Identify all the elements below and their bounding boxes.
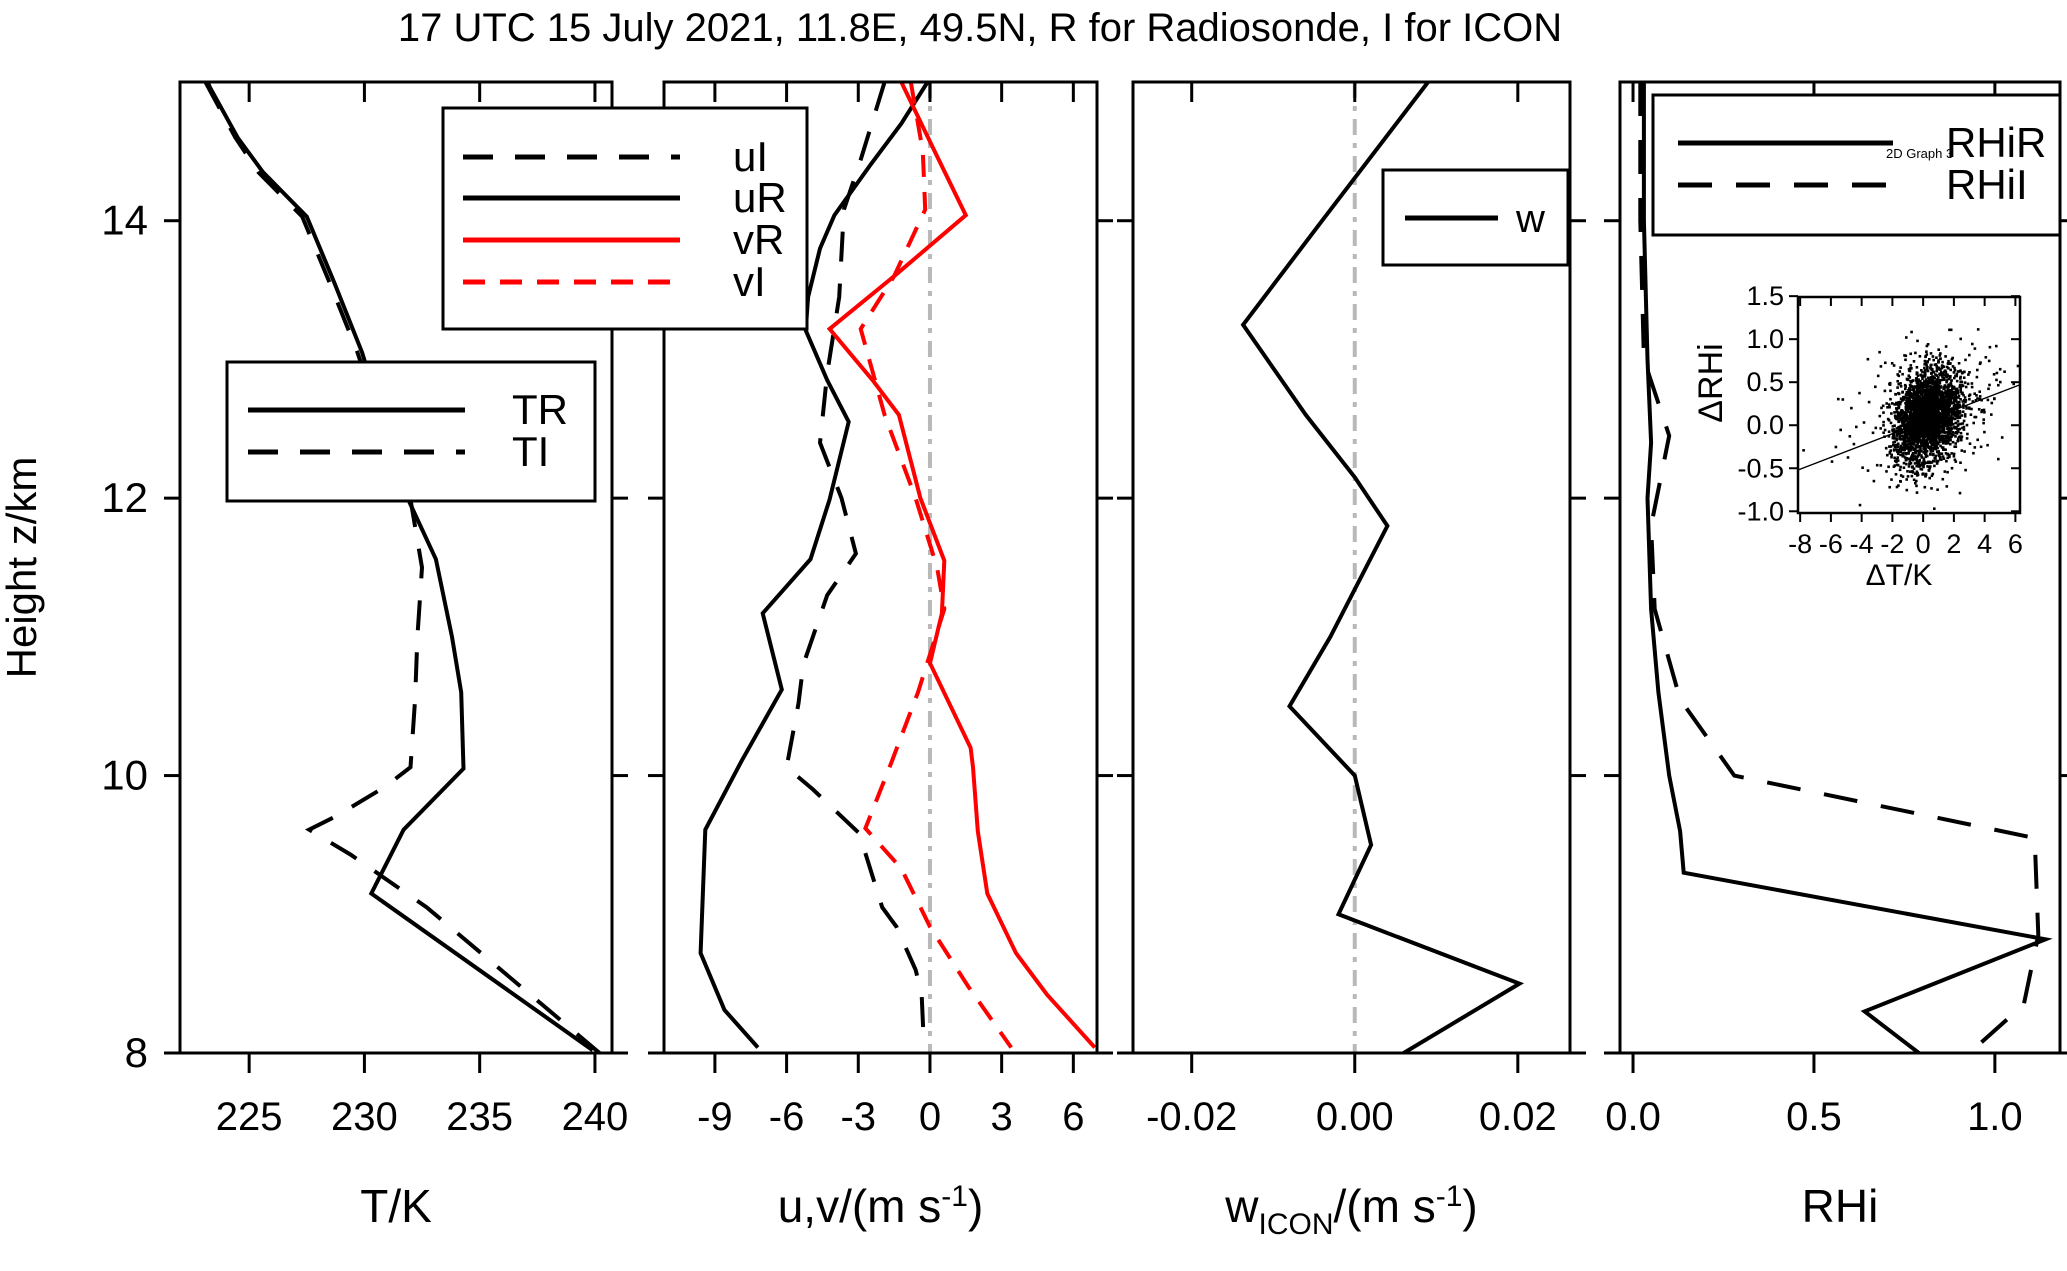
x-tick-label: 1.0 bbox=[1967, 1095, 2023, 1139]
legend-label-tr: TR bbox=[512, 386, 568, 433]
x-tick-label: 0.0 bbox=[1605, 1095, 1661, 1139]
x-tick-label: 0.5 bbox=[1786, 1095, 1842, 1139]
inset-regression-line bbox=[1797, 384, 2021, 471]
legend-watermark: 2D Graph 3 bbox=[1886, 146, 1953, 161]
vi-curve bbox=[858, 83, 1013, 1049]
height-axis: 14 12 10 8 Height z/km bbox=[0, 197, 148, 1076]
x-tick-label: -6 bbox=[769, 1095, 805, 1139]
inset-scatter: -8 -6 -4 -2 0 2 4 6 1.5 1.0 0.5 0.0 -0.5 -1.0 ΔT/K ΔRHi bbox=[1692, 281, 2023, 592]
height-axis-label: Height z/km bbox=[0, 457, 45, 679]
x-tick-label: 6 bbox=[1062, 1095, 1084, 1139]
x-tick-label: 0 bbox=[919, 1095, 941, 1139]
inset-xlabel: ΔT/K bbox=[1866, 559, 1933, 592]
inset-x-tick-label: 6 bbox=[2008, 529, 2023, 559]
panel-vertical-velocity-frame bbox=[1131, 80, 1572, 1055]
height-tick-label: 10 bbox=[101, 752, 148, 799]
rhir-curve bbox=[1641, 83, 2053, 1052]
ti-curve bbox=[203, 83, 601, 1052]
x-tick-label: 0.02 bbox=[1479, 1095, 1557, 1139]
legend-label-w: w bbox=[1515, 197, 1545, 241]
x-tick-label: 3 bbox=[991, 1095, 1013, 1139]
height-tick-label: 14 bbox=[101, 197, 148, 244]
height-tick-label: 8 bbox=[125, 1029, 148, 1076]
rhii-curve bbox=[1638, 83, 2041, 1052]
panel-vertical-velocity-series bbox=[1240, 83, 1525, 1052]
inset-x-tick-label: -2 bbox=[1880, 529, 1904, 559]
panel-wind-frame bbox=[662, 80, 1099, 1055]
legend-label-rhii: RHiI bbox=[1946, 161, 2028, 208]
panel-temperature-ticks bbox=[164, 82, 628, 1073]
legend-rhi-box bbox=[1651, 93, 2062, 237]
inset-x-tick-label: -8 bbox=[1788, 529, 1812, 559]
inset-x-tick-label: 0 bbox=[1916, 529, 1931, 559]
x-tick-label: -3 bbox=[840, 1095, 876, 1139]
inset-y-tick-label: 1.5 bbox=[1746, 281, 1784, 311]
inset-x-tick-label: -6 bbox=[1819, 529, 1843, 559]
x-tick-label: 0.00 bbox=[1316, 1095, 1394, 1139]
legend-temperature-box bbox=[225, 360, 597, 503]
legend-wind-box bbox=[441, 106, 809, 331]
x-tick-label: -9 bbox=[697, 1095, 733, 1139]
inset-y-tick-label: -0.5 bbox=[1737, 453, 1784, 483]
x-tick-label: 225 bbox=[216, 1095, 283, 1139]
panel-rhi-frame bbox=[1618, 80, 2062, 1055]
panel-wind-series bbox=[698, 83, 1096, 1049]
ui-curve bbox=[784, 83, 926, 1048]
inset-x-tick-label: 4 bbox=[1977, 529, 1992, 559]
legend-label-ur: uR bbox=[733, 174, 787, 221]
panel-vertical-velocity-ticks bbox=[1117, 82, 1586, 1073]
inset-y-tick-label: 0.5 bbox=[1746, 367, 1784, 397]
legend-label-rhir: RHiR bbox=[1946, 119, 2046, 166]
xlabel-rhi: RHi bbox=[1802, 1180, 1879, 1232]
x-tick-label: 240 bbox=[562, 1095, 629, 1139]
w-curve bbox=[1240, 83, 1525, 1052]
xlabel-vertical-velocity: wICON/(m s-1) bbox=[1224, 1180, 1477, 1241]
vr-curve bbox=[826, 83, 1096, 1049]
xlabel-temperature: T/K bbox=[360, 1180, 432, 1232]
legend-label-ui: uI bbox=[733, 133, 768, 180]
inset-ylabel: ΔRHi bbox=[1692, 343, 1730, 422]
panel-rhi-series bbox=[1638, 83, 2053, 1052]
inset-frame bbox=[1796, 295, 2022, 515]
panel-rhi: 0.0 0.5 1.0 RHi bbox=[1604, 80, 2067, 1232]
legend-label-vi: vI bbox=[733, 258, 766, 305]
x-tick-label: 235 bbox=[446, 1095, 513, 1139]
x-tick-label: -0.02 bbox=[1146, 1095, 1237, 1139]
legend-label-ti: TI bbox=[512, 428, 549, 475]
inset-y-tick-label: 1.0 bbox=[1746, 324, 1784, 354]
inset-x-tick-label: -4 bbox=[1850, 529, 1874, 559]
panel-rhi-background bbox=[1620, 82, 2060, 1053]
inset-y-tick-label: -1.0 bbox=[1737, 496, 1784, 526]
inset-y-tick-label: 0.0 bbox=[1746, 410, 1784, 440]
height-tick-label: 12 bbox=[101, 474, 148, 521]
xlabel-wind: u,v/(m s-1) bbox=[778, 1180, 984, 1232]
ur-curve bbox=[698, 83, 930, 1049]
legend-label-vr: vR bbox=[733, 216, 784, 263]
x-tick-label: 230 bbox=[331, 1095, 398, 1139]
figure-title: 17 UTC 15 July 2021, 11.8E, 49.5N, R for… bbox=[397, 6, 1563, 50]
panel-temperature-frame bbox=[178, 80, 614, 1055]
inset-scatter-points bbox=[1802, 328, 2020, 510]
inset-x-tick-label: 2 bbox=[1946, 529, 1961, 559]
legend-vertical-velocity: w bbox=[1381, 168, 1570, 267]
